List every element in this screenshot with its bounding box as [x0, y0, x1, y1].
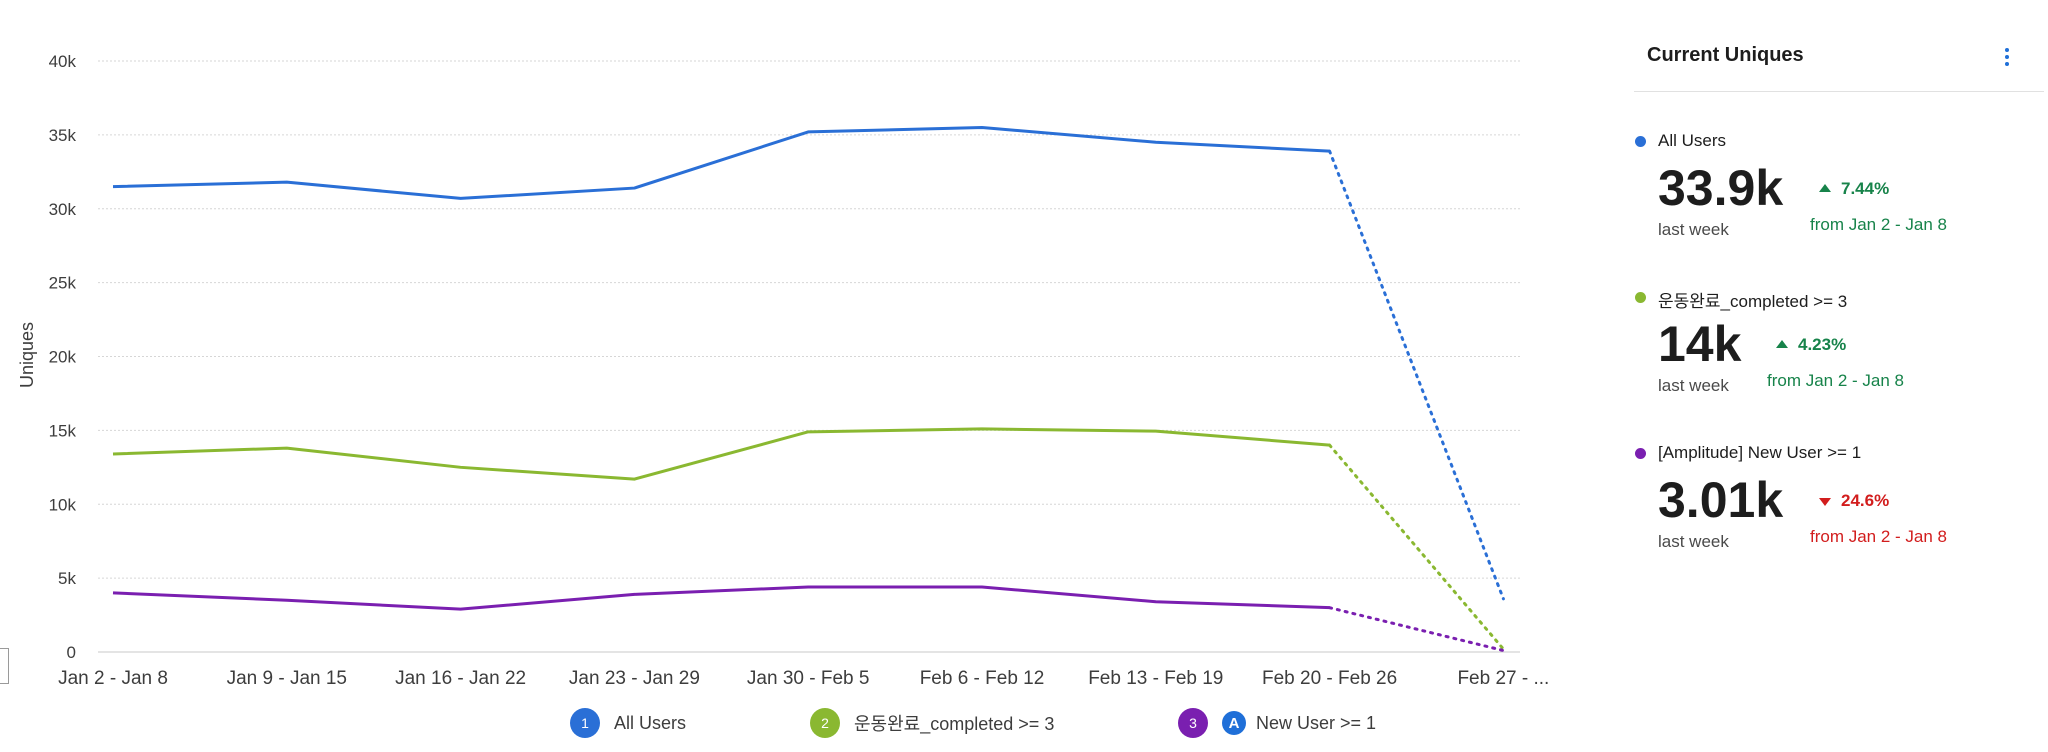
- x-tick-label: Jan 9 - Jan 15: [227, 668, 347, 689]
- y-tick-label: 15k: [49, 421, 77, 440]
- legend-number-badge: 3: [1178, 708, 1208, 738]
- y-tick-label: 10k: [49, 495, 77, 514]
- series-dot-icon: [1635, 136, 1646, 147]
- x-tick-label: Jan 2 - Jan 8: [58, 668, 168, 689]
- y-axis-label: Uniques: [17, 322, 37, 388]
- x-tick-label: Jan 16 - Jan 22: [395, 668, 526, 689]
- metric-compare: from Jan 2 - Jan 8: [1810, 215, 1948, 234]
- panel-edge-handle[interactable]: [0, 648, 9, 684]
- y-tick-label: 30k: [49, 200, 77, 219]
- x-axis-ticks: Jan 2 - Jan 8 Jan 9 - Jan 15 Jan 16 - Jan …: [58, 668, 1549, 689]
- legend-label: New User >= 1: [1256, 712, 1377, 733]
- y-tick-label: 20k: [49, 348, 77, 367]
- metric-new-user: [Amplitude] New User >= 1 3.01k last wee…: [1634, 443, 2044, 593]
- metric-value: 33.9k: [1658, 160, 1784, 216]
- metric-compare: from Jan 2 - Jan 8: [1767, 371, 1905, 390]
- y-axis-ticks: 0 5k 10k 15k 20k 25k 30k 35k 40k: [49, 52, 77, 662]
- legend-label: All Users: [614, 712, 687, 733]
- y-tick-label: 25k: [49, 274, 77, 293]
- metric-change: 7.44%: [1819, 179, 1889, 199]
- series-dot-icon: [1635, 292, 1646, 303]
- series-line: [112, 125, 1330, 200]
- y-tick-label: 35k: [49, 126, 77, 145]
- current-uniques-panel: Current Uniques All Users 33.9k last wee…: [1634, 0, 2044, 752]
- change-value: 24.6%: [1841, 491, 1890, 510]
- change-value: 4.23%: [1798, 335, 1847, 354]
- arrow-down-icon: [1819, 498, 1831, 506]
- series-dot-icon: [1635, 448, 1646, 459]
- legend-item-new-user[interactable]: 3 A New User >= 1: [1178, 707, 1376, 739]
- metric-change: 4.23%: [1776, 335, 1846, 355]
- x-tick-label: Jan 23 - Jan 29: [569, 668, 700, 689]
- legend-label: 운동완료_completed >= 3: [854, 714, 1055, 734]
- grid: [98, 60, 1520, 653]
- metric-completed: 운동완료_completed >= 3 14k last week 4.23% …: [1634, 287, 2044, 437]
- metric-value: 3.01k: [1658, 472, 1784, 528]
- metric-value: 14k: [1658, 316, 1742, 372]
- amplitude-icon: A: [1222, 711, 1246, 735]
- change-value: 7.44%: [1841, 179, 1890, 198]
- legend-item-all-users[interactable]: 1 All Users: [570, 707, 686, 739]
- series-line-incomplete: [1328, 606, 1505, 653]
- metric-period: last week: [1658, 532, 1729, 551]
- metric-all-users: All Users 33.9k last week 7.44% from Jan…: [1634, 131, 2044, 281]
- metric-period: last week: [1658, 220, 1729, 239]
- more-options-icon[interactable]: [2000, 48, 2014, 72]
- series-line: [112, 585, 1330, 611]
- legend-number-badge: 1: [570, 708, 600, 738]
- y-tick-label: 40k: [49, 52, 77, 71]
- arrow-up-icon: [1776, 340, 1788, 348]
- metric-period: last week: [1658, 376, 1729, 395]
- x-tick-label: Feb 27 - ...: [1457, 668, 1549, 689]
- legend-item-completed[interactable]: 2 운동완료_completed >= 3: [810, 707, 1054, 739]
- x-tick-label: Feb 6 - Feb 12: [920, 668, 1045, 689]
- series-line-incomplete: [1328, 443, 1505, 651]
- metric-name: [Amplitude] New User >= 1: [1658, 443, 1862, 462]
- metric-name: All Users: [1658, 131, 1727, 150]
- arrow-up-icon: [1819, 184, 1831, 192]
- x-tick-label: Feb 20 - Feb 26: [1262, 668, 1397, 689]
- panel-title: Current Uniques: [1647, 44, 1804, 66]
- x-tick-label: Jan 30 - Feb 5: [747, 668, 870, 689]
- series-line-incomplete: [1328, 149, 1505, 601]
- legend-number-badge: 2: [810, 708, 840, 738]
- x-tick-label: Feb 13 - Feb 19: [1088, 668, 1223, 689]
- series-line: [112, 427, 1330, 481]
- metric-compare: from Jan 2 - Jan 8: [1810, 527, 1948, 546]
- series-lines: [112, 125, 1505, 653]
- y-tick-label: 5k: [58, 569, 76, 588]
- metric-name: 운동완료_completed >= 3: [1658, 292, 1848, 311]
- divider: [1634, 91, 2044, 92]
- metric-change: 24.6%: [1819, 491, 1889, 511]
- y-tick-label: 0: [67, 643, 76, 662]
